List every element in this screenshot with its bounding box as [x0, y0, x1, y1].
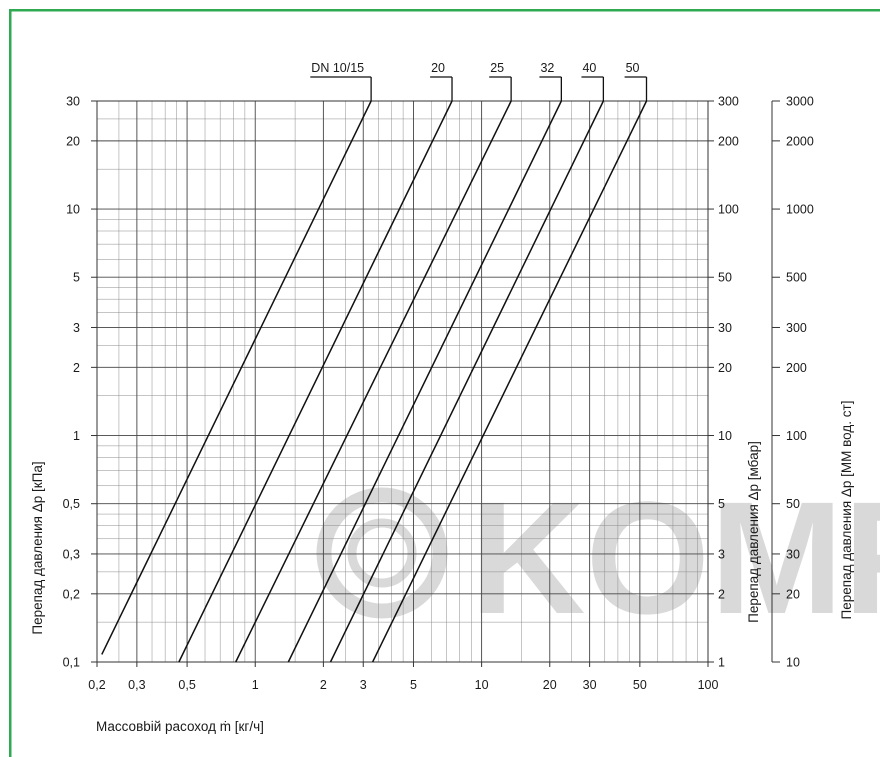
series-line-4: [329, 100, 605, 663]
y-tick-label-mm: 1000: [786, 203, 814, 217]
y-tick-label-mbar: 200: [718, 134, 739, 148]
y-tick-label-mbar: 50: [718, 271, 732, 285]
y-tick-label-mbar: 5: [718, 497, 725, 511]
plot-border: [96, 100, 709, 663]
series-line-5: [371, 100, 648, 663]
y-axis-title-kpa: Перепад давления Δp [кПа]: [30, 461, 45, 634]
x-tick-label: 0,5: [178, 678, 195, 692]
x-tick-label: 2: [320, 678, 327, 692]
x-tick-label: 1: [252, 678, 259, 692]
y-tick-label-kpa: 10: [66, 203, 80, 217]
x-tick-label: 20: [543, 678, 557, 692]
x-tick-label: 3: [360, 678, 367, 692]
watermark-ring: [316, 487, 448, 619]
y-tick-label-mm: 300: [786, 321, 807, 335]
y-tick-label-kpa: 2: [73, 361, 80, 375]
x-axis-title: Массовbій расоход ṁ [кг/ч]: [96, 719, 264, 734]
series-lines: DN 10/15 20 25 32 40 50: [101, 61, 648, 663]
series-line-3: [287, 100, 563, 663]
y-tick-label-mbar: 2: [718, 587, 725, 601]
y-tick-label-mbar: 20: [718, 361, 732, 375]
y-tick-label-mm: 2000: [786, 134, 814, 148]
y-tick-label-mm: 20: [786, 587, 800, 601]
watermark-text: KOMF: [470, 468, 880, 647]
y-axis-title-mbar: Перепад давления Δp [мбар]: [746, 441, 761, 623]
dn-label-2: 25: [490, 61, 504, 75]
series-line-0: [101, 100, 372, 655]
y-tick-label-mbar: 1: [718, 656, 725, 670]
axes: 0,2 0,3 0,5 1 2 3 5 10 20 30 50 100 0,1 1 10 0,2 2 20 0,3 3…: [63, 95, 814, 693]
dn-label-3: 32: [540, 61, 554, 75]
y-tick-label-kpa: 0,5: [63, 497, 80, 511]
y-tick-label-kpa: 1: [73, 429, 80, 443]
y-tick-label-mm: 3000: [786, 95, 814, 109]
y-tick-label-mm: 10: [786, 656, 800, 670]
x-tick-label: 100: [698, 678, 719, 692]
dn-label-1: 20: [431, 61, 445, 75]
y-tick-label-mbar: 300: [718, 95, 739, 109]
y-tick-label-mbar: 3: [718, 547, 725, 561]
x-tick-label: 5: [410, 678, 417, 692]
y-tick-label-kpa: 0,3: [63, 547, 80, 561]
y-tick-label-kpa: 30: [66, 95, 80, 109]
y-tick-label-kpa: 5: [73, 271, 80, 285]
dn-label-0: DN 10/15: [311, 61, 364, 75]
watermark: KOMF: [316, 468, 880, 647]
x-tick-label: 0,3: [128, 678, 145, 692]
y-tick-label-kpa: 0,1: [63, 656, 80, 670]
y-axis-title-mm-water: Перепад давления Δp [ММ вод. ст]: [839, 401, 854, 620]
watermark-ring-inner: [347, 518, 417, 588]
y-tick-label-mbar: 100: [718, 203, 739, 217]
frame-left: [9, 9, 12, 757]
frame-top: [9, 9, 880, 12]
series-line-1: [178, 100, 453, 663]
dn-label-4: 40: [582, 61, 596, 75]
x-tick-label: 10: [475, 678, 489, 692]
y-tick-label-mm: 30: [786, 547, 800, 561]
y-tick-label-mm: 50: [786, 497, 800, 511]
y-tick-label-kpa: 0,2: [63, 587, 80, 601]
y-tick-label-mm: 100: [786, 429, 807, 443]
y-tick-label-mbar: 10: [718, 429, 732, 443]
y-tick-label-kpa: 20: [66, 134, 80, 148]
y-tick-label-mbar: 30: [718, 321, 732, 335]
y-tick-label-mm: 500: [786, 271, 807, 285]
dn-label-5: 50: [626, 61, 640, 75]
x-tick-label: 0,2: [88, 678, 105, 692]
x-tick-label: 30: [583, 678, 597, 692]
series-line-2: [235, 100, 512, 663]
x-tick-label: 50: [633, 678, 647, 692]
y-tick-label-kpa: 3: [73, 321, 80, 335]
y-tick-label-mm: 200: [786, 361, 807, 375]
grid: [96, 100, 709, 663]
